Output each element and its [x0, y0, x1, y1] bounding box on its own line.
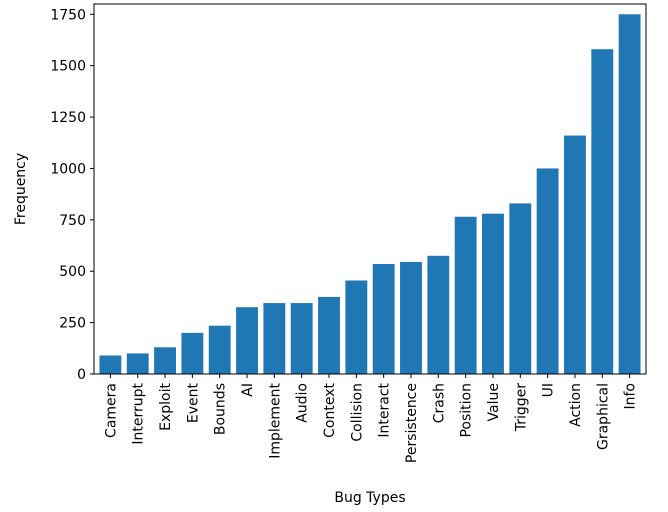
- x-axis: Camera Interrupt Exploit Event Bounds AI Imple…: [103, 374, 639, 463]
- x-tick-label: Implement: [267, 383, 283, 459]
- x-tick-label: Value: [486, 383, 502, 421]
- bar-event: [181, 332, 204, 374]
- x-tick-label: AI: [240, 383, 256, 397]
- y-tick-label: 250: [59, 316, 86, 332]
- bar-position: [454, 216, 477, 374]
- y-tick-label: 750: [59, 213, 86, 229]
- bar-ui: [536, 168, 559, 374]
- bar-implement: [263, 303, 286, 374]
- bar-crash: [427, 255, 450, 374]
- bar-exploit: [154, 347, 176, 374]
- x-axis-label: Bug Types: [334, 490, 405, 506]
- y-tick-label: 0: [77, 367, 86, 383]
- x-tick-label: Event: [185, 382, 201, 423]
- x-tick-label: Position: [459, 383, 475, 438]
- x-tick-label: Graphical: [595, 383, 611, 450]
- bar-interrupt: [126, 353, 149, 374]
- bar-info: [618, 14, 641, 375]
- bar-audio: [290, 303, 313, 374]
- plot-frame: [93, 3, 647, 375]
- x-tick-label: Info: [623, 383, 639, 410]
- bars-group: [99, 14, 641, 375]
- x-tick-label: UI: [541, 383, 557, 397]
- y-tick-label: 500: [59, 264, 86, 280]
- bar-graphical: [591, 49, 614, 374]
- x-tick-label: Action: [568, 383, 584, 427]
- bar-value: [482, 213, 504, 374]
- bar-interact: [372, 264, 395, 374]
- bar-trigger: [509, 203, 532, 374]
- x-tick-label: Crash: [431, 383, 447, 423]
- y-tick-label: 1500: [50, 59, 86, 75]
- bar-bounds: [208, 325, 231, 374]
- y-axis-label: Frequency: [13, 153, 29, 225]
- bar-camera: [99, 355, 122, 374]
- y-tick-label: 1000: [50, 161, 86, 177]
- bar-ai: [236, 307, 258, 374]
- x-tick-label: Collision: [349, 383, 365, 442]
- x-tick-label: Persistence: [404, 383, 420, 463]
- x-tick-label: Camera: [103, 383, 119, 438]
- bar-persistence: [400, 261, 422, 374]
- x-tick-label: Bounds: [213, 383, 229, 435]
- x-tick-label: Audio: [295, 383, 311, 423]
- y-tick-label: 1250: [50, 110, 86, 126]
- y-axis: 0 250 500 750 1000 1250 1500 1750: [50, 7, 94, 383]
- y-tick-label: 1750: [50, 7, 86, 23]
- x-tick-label: Exploit: [158, 382, 174, 430]
- bar-context: [318, 296, 340, 374]
- x-tick-label: Interact: [377, 383, 393, 438]
- bar-action: [564, 135, 586, 374]
- x-tick-label: Context: [322, 383, 338, 438]
- x-tick-label: Trigger: [513, 383, 529, 433]
- x-tick-label: Interrupt: [131, 382, 147, 444]
- bar-collision: [345, 280, 368, 374]
